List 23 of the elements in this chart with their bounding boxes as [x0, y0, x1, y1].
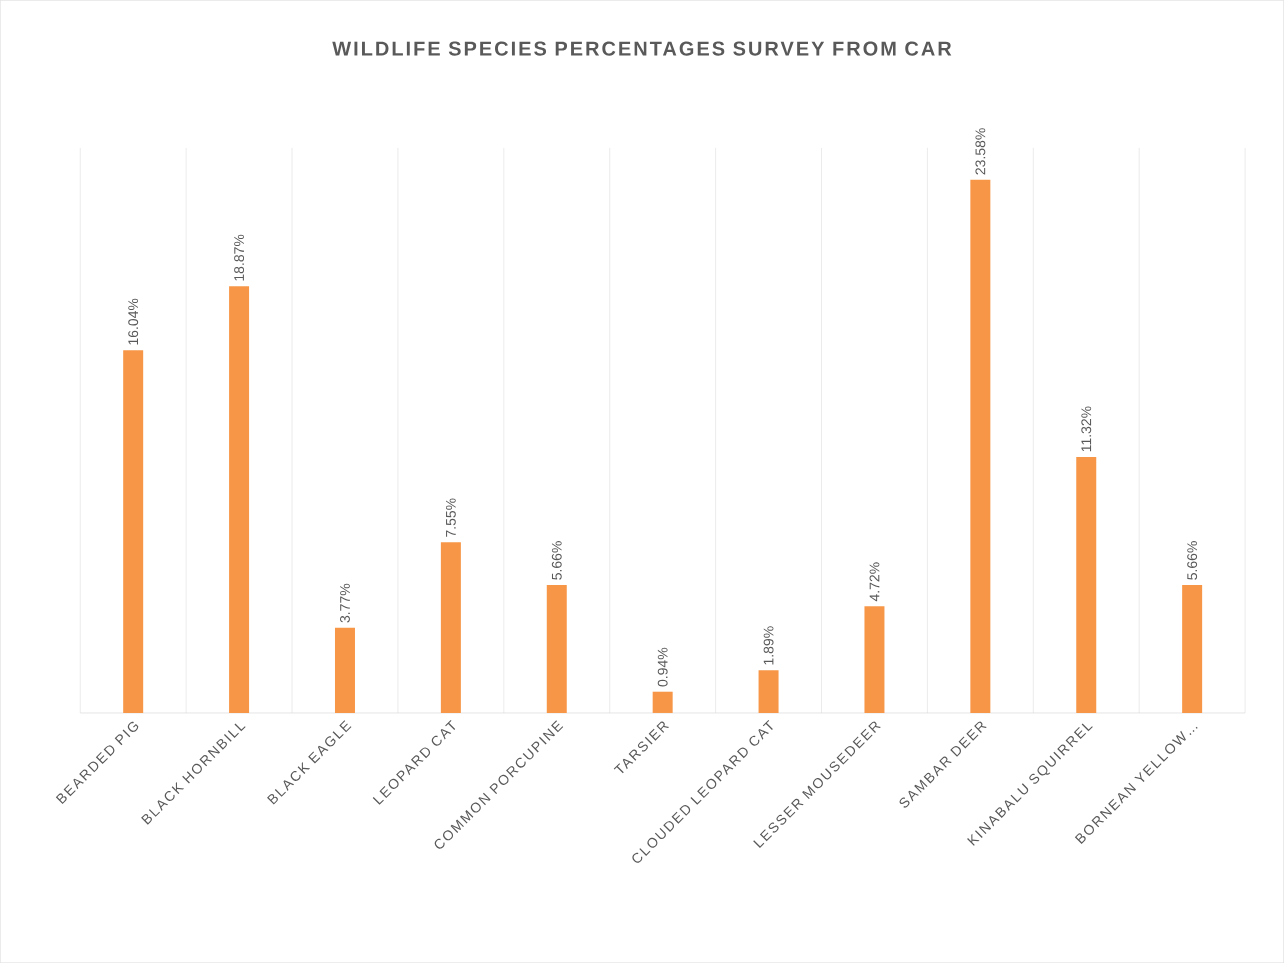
bar	[334, 627, 355, 713]
bar	[546, 584, 567, 713]
bar	[758, 670, 779, 713]
chart-title: WILDLIFE SPECIES PERCENTAGES SURVEY FROM CAR	[332, 41, 952, 56]
bar	[864, 606, 885, 713]
data-label: 5.66%	[551, 541, 562, 580]
data-label: 16.04%	[128, 298, 139, 345]
data-label: 3.77%	[340, 583, 350, 623]
data-label: 5.66%	[1187, 541, 1198, 580]
data-label: 7.55%	[445, 498, 456, 537]
data-label: 18.87%	[234, 234, 245, 281]
data-label: 11.32%	[1081, 406, 1092, 452]
data-label: 1.89%	[763, 626, 774, 665]
bar	[1182, 584, 1203, 713]
data-label: 0.94%	[657, 647, 668, 687]
bar	[970, 179, 991, 713]
bar	[123, 350, 144, 713]
bar	[1076, 456, 1097, 713]
bar	[652, 691, 673, 713]
bar	[440, 542, 461, 713]
data-label: 4.72%	[869, 562, 880, 602]
data-label: 23.58%	[975, 128, 986, 175]
bar	[229, 286, 250, 713]
